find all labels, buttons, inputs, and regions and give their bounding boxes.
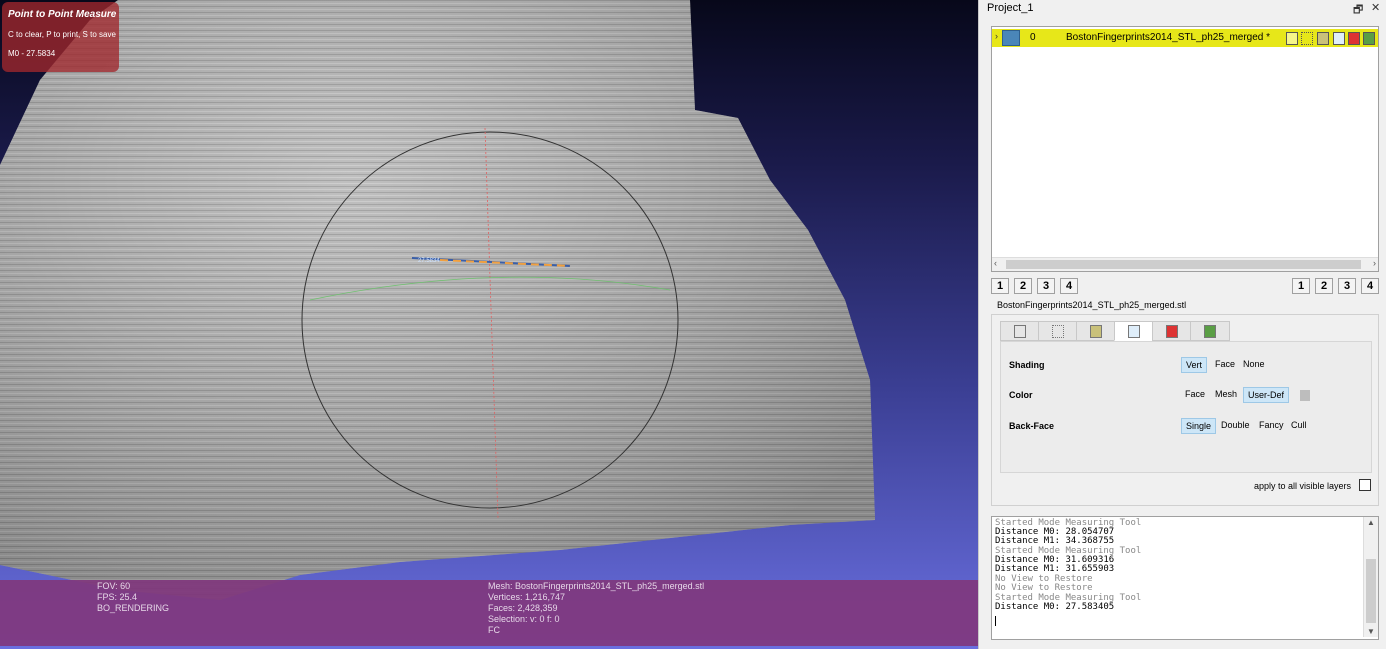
scroll-thumb[interactable] — [1006, 260, 1361, 269]
log-line: Distance M1: 34.368755 — [995, 536, 1115, 546]
backface-cull-option[interactable]: Cull — [1291, 420, 1307, 430]
view-button-right-4[interactable]: 4 — [1361, 278, 1379, 294]
color-icon — [1166, 325, 1178, 338]
log-line: No View to Restore — [995, 583, 1093, 593]
hud-title: Point to Point Measure — [8, 9, 117, 20]
selection-tab[interactable] — [1190, 321, 1230, 341]
dock-title: Project_1 — [987, 2, 1034, 14]
layer-list[interactable]: › 0 BostonFingerprints2014_STL_ph25_merg… — [991, 26, 1379, 272]
apply-all-label: apply to all visible layers — [1254, 481, 1352, 491]
color-swatch[interactable] — [1300, 390, 1310, 401]
selection-icon — [1204, 325, 1216, 338]
mesh-shading — [0, 0, 875, 600]
info-faces: Faces: 2,428,359 — [488, 603, 558, 613]
decorator-group-title: BostonFingerprints2014_STL_ph25_merged.s… — [997, 300, 1187, 310]
scroll-down-icon[interactable]: ▼ — [1367, 627, 1375, 636]
hud-measure-value: M0 - 27.5834 — [8, 49, 56, 58]
color-tab[interactable] — [1152, 321, 1192, 341]
backface-single-option[interactable]: Single — [1181, 418, 1217, 434]
decorator-panel: Shading Vert Face None Color Face Mesh U… — [991, 314, 1379, 506]
view-button-4[interactable]: 4 — [1060, 278, 1078, 294]
trackball-axis-horizontal — [309, 276, 671, 301]
shading-icon[interactable] — [1333, 32, 1345, 45]
info-render-mode: BO_RENDERING — [97, 603, 170, 613]
horizontal-scrollbar[interactable]: ‹ › — [992, 257, 1378, 271]
backface-double-option[interactable]: Double — [1221, 420, 1250, 430]
view-button-3[interactable]: 3 — [1037, 278, 1055, 294]
expand-arrow-icon[interactable]: › — [995, 31, 998, 41]
selection-icon[interactable] — [1363, 32, 1375, 45]
info-selection: Selection: v: 0 f: 0 — [488, 614, 560, 624]
texture-icon — [1090, 325, 1102, 338]
viewport-info-bar: FOV: 60 FPS: 25.4 BO_RENDERING Mesh: Bos… — [0, 580, 978, 646]
texture-tab[interactable] — [1076, 321, 1116, 341]
points-icon[interactable] — [1286, 32, 1298, 45]
log-vertical-scrollbar[interactable]: ▲ ▼ — [1363, 517, 1378, 637]
points-tab[interactable] — [1038, 321, 1078, 341]
backface-fancy-option[interactable]: Fancy — [1259, 420, 1284, 430]
shading-face-option[interactable]: Face — [1215, 359, 1236, 369]
view-button-right-3[interactable]: 3 — [1338, 278, 1356, 294]
visibility-eye-icon[interactable] — [1002, 30, 1020, 46]
apply-all-checkbox[interactable] — [1359, 479, 1371, 491]
scroll-left-icon[interactable]: ‹ — [994, 258, 997, 268]
log-line: Started Mode Measuring Tool — [995, 546, 1142, 556]
color-userdef-option[interactable]: User-Def — [1243, 387, 1290, 403]
scroll-up-icon[interactable]: ▲ — [1367, 518, 1375, 527]
backface-label: Back-Face — [1009, 421, 1055, 431]
info-fov: FOV: 60 — [97, 581, 131, 591]
text-cursor — [995, 616, 996, 626]
view-button-right-1[interactable]: 1 — [1292, 278, 1310, 294]
view-button-1[interactable]: 1 — [991, 278, 1009, 294]
log-line: Distance M0: 28.054707 — [995, 527, 1115, 537]
log-line: Distance M0: 27.583405 — [995, 602, 1115, 612]
shading-vert-option[interactable]: Vert — [1181, 357, 1208, 373]
log-console[interactable]: Started Mode Measuring Tool Distance M0:… — [991, 516, 1379, 640]
trackball-circle — [301, 131, 679, 509]
scroll-thumb[interactable] — [1366, 559, 1376, 623]
measurement-line-overlay — [439, 259, 571, 267]
color-icon[interactable] — [1348, 32, 1360, 45]
log-line: Distance M0: 31.609316 — [995, 555, 1115, 565]
wireframe-icon[interactable] — [1301, 32, 1313, 45]
layer-row[interactable]: › 0 BostonFingerprints2014_STL_ph25_merg… — [992, 29, 1378, 47]
info-fps: FPS: 25.4 — [97, 592, 138, 602]
layer-index: 0 — [1030, 32, 1036, 43]
close-icon[interactable]: ✕ — [1371, 2, 1381, 14]
shading-icon — [1128, 325, 1140, 338]
color-face-option[interactable]: Face — [1185, 389, 1206, 399]
box-tab[interactable] — [1000, 321, 1040, 341]
color-mesh-option[interactable]: Mesh — [1215, 389, 1238, 399]
measure-tool-hud: Point to Point Measure C to clear, P to … — [2, 2, 119, 72]
decorator-content: Shading Vert Face None Color Face Mesh U… — [1000, 341, 1372, 473]
box-icon — [1014, 325, 1026, 338]
layer-name[interactable]: BostonFingerprints2014_STL_ph25_merged * — [1066, 32, 1271, 43]
scroll-right-icon[interactable]: › — [1373, 258, 1376, 268]
texture-icon[interactable] — [1317, 32, 1329, 45]
layer-dock: Project_1 🗗 ✕ › 0 BostonFingerprints2014… — [978, 0, 1386, 649]
shading-none-option[interactable]: None — [1243, 359, 1265, 369]
measurement-line — [411, 257, 571, 267]
log-line: No View to Restore — [995, 574, 1093, 584]
shading-label: Shading — [1009, 360, 1045, 370]
3d-viewport[interactable]: 27.5834 Point to Point Measure C to clea… — [0, 0, 978, 649]
color-label: Color — [1009, 390, 1033, 400]
info-fc: FC — [488, 625, 500, 635]
points-icon — [1052, 325, 1064, 338]
log-line: Started Mode Measuring Tool — [995, 593, 1142, 603]
float-icon[interactable]: 🗗 — [1353, 4, 1364, 16]
view-button-right-2[interactable]: 2 — [1315, 278, 1333, 294]
info-vertices: Vertices: 1,216,747 — [488, 592, 566, 602]
shading-tab[interactable] — [1114, 321, 1154, 341]
log-line: Started Mode Measuring Tool — [995, 518, 1142, 528]
hud-hint: C to clear, P to print, S to save — [8, 30, 116, 39]
measurement-label: 27.5834 — [418, 258, 440, 264]
mesh-scene[interactable]: 27.5834 — [0, 0, 978, 649]
view-button-2[interactable]: 2 — [1014, 278, 1032, 294]
info-mesh: Mesh: BostonFingerprints2014_STL_ph25_me… — [488, 581, 705, 591]
trackball-axis-vertical — [484, 127, 499, 519]
log-line: Distance M1: 31.655903 — [995, 564, 1115, 574]
